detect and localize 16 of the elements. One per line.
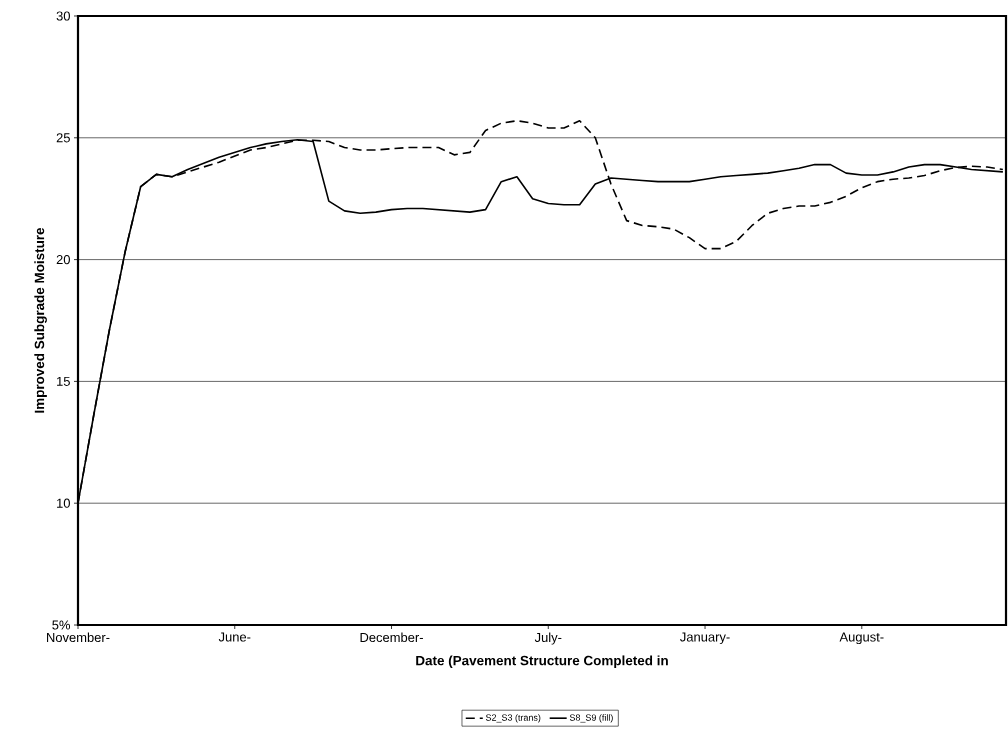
y-tick-label: 15 bbox=[57, 376, 70, 386]
x-tick-label: July- bbox=[534, 632, 562, 645]
x-tick-label: August- bbox=[839, 632, 884, 645]
x-tick-label: January- bbox=[680, 632, 730, 645]
legend-label: S2_S3 (trans) bbox=[485, 714, 541, 723]
y-tick-label: 25 bbox=[56, 133, 70, 143]
x-tick-label: December- bbox=[360, 632, 423, 643]
legend-label: S8_S9 (fill) bbox=[569, 714, 613, 723]
x-axis-title: Date (Pavement Structure Completed in bbox=[416, 655, 668, 668]
y-tick-label: 20 bbox=[56, 255, 70, 265]
y-tick-label: 10 bbox=[57, 498, 70, 508]
y-tick-label: 5% bbox=[52, 620, 71, 630]
y-axis-title: Improved Subgrade Moisture bbox=[34, 227, 47, 413]
x-tick-label: June- bbox=[218, 632, 251, 642]
y-tick-label: 30 bbox=[56, 11, 70, 21]
x-tick-label: November- bbox=[47, 632, 110, 643]
